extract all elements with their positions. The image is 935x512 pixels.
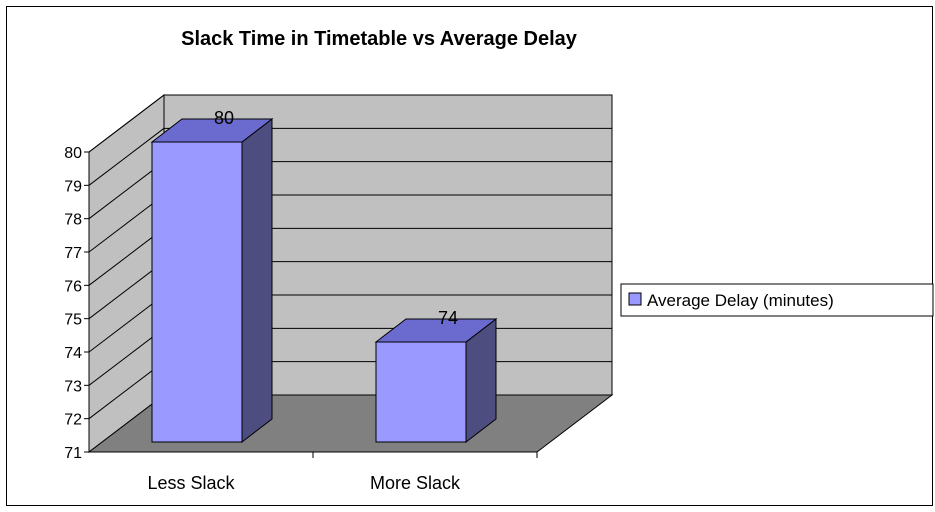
- legend-box: [620, 283, 934, 317]
- y-tick-label: 78: [64, 212, 82, 229]
- chart-title: Slack Time in Timetable vs Average Delay: [181, 28, 578, 50]
- data-label: 74: [438, 308, 458, 328]
- y-tick-label: 76: [64, 278, 82, 295]
- legend-swatch: [628, 292, 642, 306]
- gridline-side: [88, 94, 165, 153]
- y-tick-label: 71: [64, 445, 82, 462]
- data-label: 80: [214, 108, 234, 128]
- y-tick-label: 79: [64, 178, 82, 195]
- legend-label: Average Delay (minutes): [647, 291, 834, 310]
- chart: Slack Time in Timetable vs Average Delay…: [64, 28, 934, 493]
- chart-frame: Slack Time in Timetable vs Average Delay…: [6, 6, 934, 506]
- y-tick-label: 77: [64, 245, 82, 262]
- category-label: More Slack: [370, 473, 461, 493]
- y-tick-label: 80: [64, 145, 82, 162]
- bar: [151, 141, 243, 443]
- bar-side: [241, 117, 273, 444]
- legend: Average Delay (minutes): [620, 283, 934, 317]
- category-label: Less Slack: [147, 473, 235, 493]
- labels: 80 Less Slack 74 More Slack: [147, 108, 461, 493]
- y-tick-label: 72: [64, 412, 82, 429]
- gridline-side: [88, 127, 165, 186]
- bars: [150, 117, 498, 444]
- axes: 71 72 73 74 75 76 77 78 79 80: [64, 145, 538, 462]
- y-tick-label: 74: [64, 345, 82, 362]
- bar: [375, 341, 467, 443]
- y-tick-label: 73: [64, 378, 82, 395]
- y-tick-label: 75: [64, 312, 82, 329]
